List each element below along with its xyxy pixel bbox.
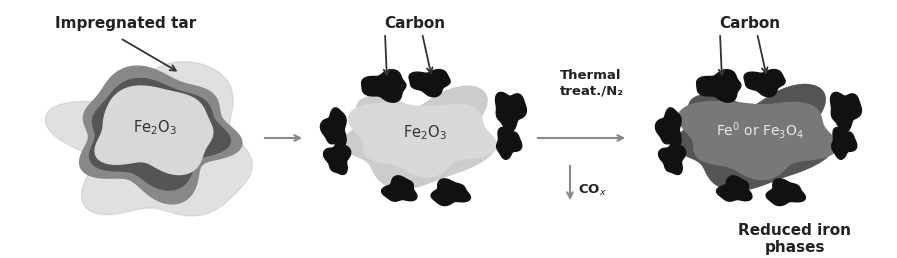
Polygon shape (342, 86, 493, 189)
Text: Impregnated tar: Impregnated tar (55, 16, 196, 31)
Polygon shape (656, 108, 681, 146)
Polygon shape (497, 127, 522, 159)
Text: Reduced iron
phases: Reduced iron phases (738, 223, 851, 255)
Polygon shape (320, 108, 346, 146)
Text: Fe$_2$O$_3$: Fe$_2$O$_3$ (133, 119, 177, 137)
Polygon shape (717, 176, 752, 201)
Text: Carbon: Carbon (719, 16, 780, 31)
Polygon shape (431, 179, 471, 206)
Polygon shape (766, 179, 806, 206)
Polygon shape (381, 176, 417, 201)
Polygon shape (658, 143, 685, 174)
Text: Fe$^0$ or Fe$_3$O$_4$: Fe$^0$ or Fe$_3$O$_4$ (716, 119, 804, 141)
Polygon shape (831, 92, 861, 132)
Text: Thermal
treat./N₂: Thermal treat./N₂ (560, 69, 624, 97)
Polygon shape (80, 66, 242, 204)
Polygon shape (673, 84, 832, 190)
Polygon shape (361, 70, 405, 102)
Text: Fe$_2$O$_3$: Fe$_2$O$_3$ (403, 124, 447, 142)
Polygon shape (697, 70, 741, 102)
Polygon shape (90, 78, 231, 190)
Polygon shape (349, 103, 497, 177)
Polygon shape (324, 143, 351, 174)
Polygon shape (745, 70, 785, 97)
Polygon shape (409, 70, 450, 97)
Polygon shape (678, 101, 838, 180)
Polygon shape (95, 86, 213, 174)
Polygon shape (495, 92, 527, 132)
Text: CO$_x$: CO$_x$ (578, 182, 606, 198)
Polygon shape (832, 127, 857, 159)
Polygon shape (45, 62, 252, 216)
Text: Carbon: Carbon (385, 16, 446, 31)
